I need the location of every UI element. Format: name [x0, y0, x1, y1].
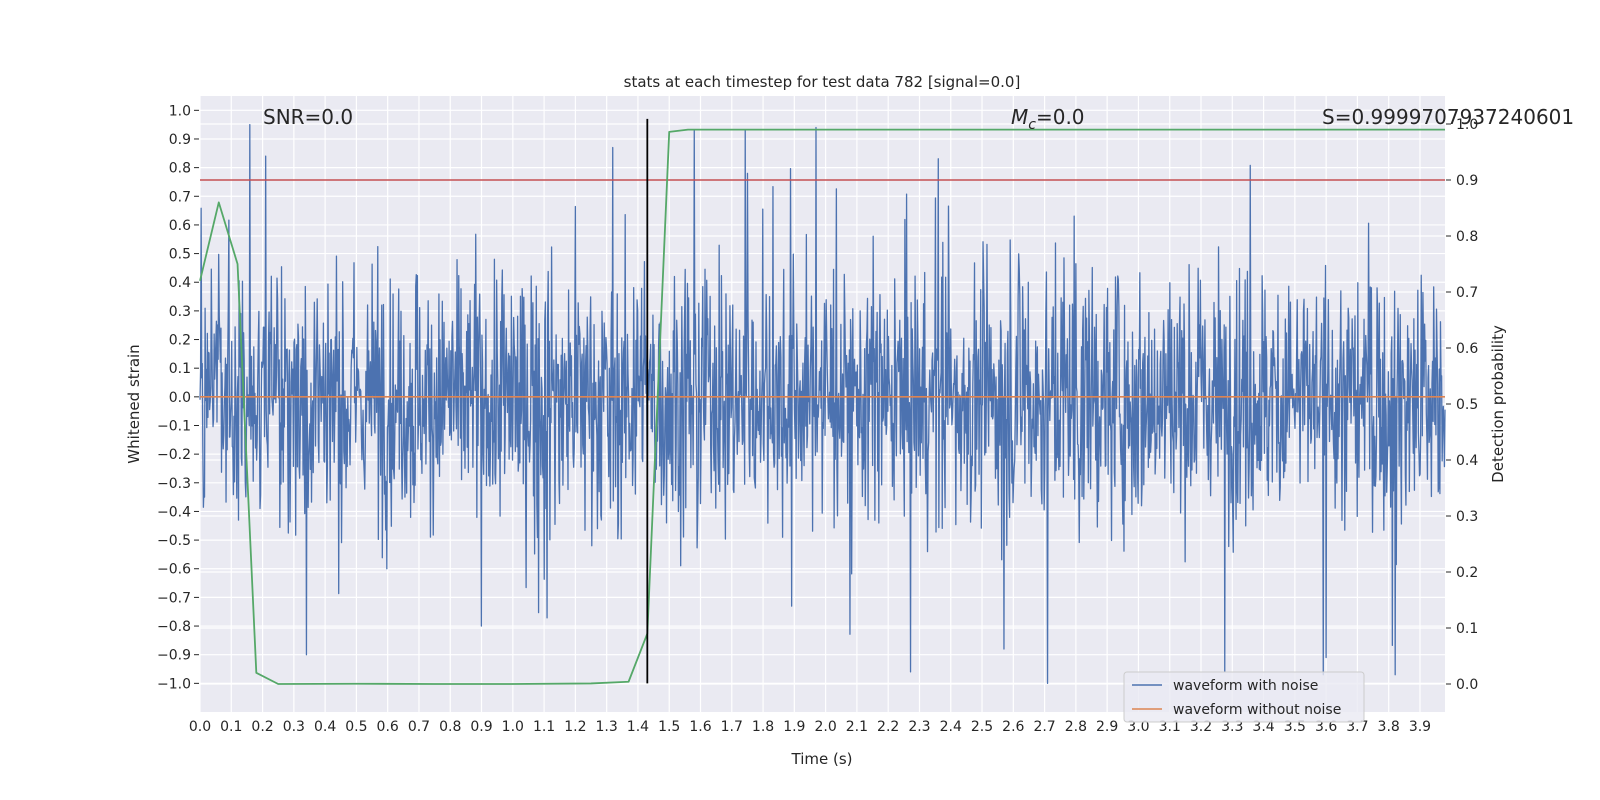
x-tick-label: 2.2 — [877, 719, 899, 735]
chirp-mass-subscript: c — [1028, 117, 1036, 133]
x-tick-labels: 0.0 0.1 0.2 0.3 0.4 0.5 0.6 0.7 0.8 0.9 1.0 1.1 1.2 1… — [189, 719, 1431, 735]
y-tick-label: −0.3 — [157, 476, 191, 492]
legend-entry-clean: waveform without noise — [1173, 702, 1341, 718]
y-tick-label: 0.2 — [169, 333, 191, 349]
series-detection-probability — [199, 128, 1445, 685]
y-tick-label: 1.0 — [169, 103, 191, 119]
y-tick-labels: 1.0 0.9 0.8 0.7 0.6 0.5 0.4 0.3 0.2 0.1 0.0 −0.1 −0.… — [157, 103, 199, 692]
chirp-mass-value: =0.0 — [1036, 105, 1085, 129]
x-tick-label: 2.1 — [846, 719, 868, 735]
y2-tick-label: 0.3 — [1456, 509, 1478, 525]
series-layer — [199, 118, 1446, 685]
x-tick-label: 3.7 — [1346, 719, 1368, 735]
x-tick-label: 0.9 — [470, 719, 492, 735]
x-tick-label: 2.5 — [971, 719, 993, 735]
x-tick-label: 3.4 — [1252, 719, 1274, 735]
y2-tick-labels: 1.0 0.9 0.8 0.7 0.6 0.5 0.4 0.3 0.2 0.1 0.0 — [1446, 117, 1478, 693]
y-tick-label: −0.6 — [157, 562, 191, 578]
legend-box — [1123, 671, 1365, 723]
x-axis-label: Time (s) — [791, 750, 853, 768]
x-tick-label: 3.2 — [1190, 719, 1212, 735]
x-tick-label: 3.1 — [1159, 719, 1181, 735]
y-tick-label: −0.4 — [157, 504, 191, 520]
y-tick-label: −1.0 — [157, 676, 191, 692]
y2-tick-label: 0.9 — [1456, 173, 1478, 189]
x-tick-label: 0.3 — [283, 719, 305, 735]
score-annotation: S=0.9999707937240601 — [1322, 105, 1574, 129]
y-tick-label: −0.5 — [157, 533, 191, 549]
x-tick-label: 1.0 — [502, 719, 524, 735]
y2-tick-label: 0.0 — [1456, 677, 1478, 693]
x-tick-label: 0.0 — [189, 719, 211, 735]
x-tick-label: 3.8 — [1378, 719, 1400, 735]
chart-title: stats at each timestep for test data 782… — [624, 73, 1021, 91]
x-tick-label: 2.3 — [908, 719, 930, 735]
x-tick-label: 1.3 — [596, 719, 618, 735]
chirp-mass-symbol: M — [1011, 105, 1028, 129]
y-tick-label: −0.1 — [157, 418, 191, 434]
y2-tick-label: 0.7 — [1456, 285, 1478, 301]
x-tick-label: 0.1 — [220, 719, 242, 735]
x-tick-label: 1.8 — [752, 719, 774, 735]
y-tick-label: 0.9 — [169, 132, 191, 148]
x-tick-label: 0.5 — [345, 719, 367, 735]
y-tick-label: −0.2 — [157, 447, 191, 463]
x-tick-label: 3.5 — [1284, 719, 1306, 735]
y-tick-label: 0.4 — [169, 275, 191, 291]
x-tick-label: 1.1 — [533, 719, 555, 735]
y2-tick-label: 0.5 — [1456, 397, 1478, 413]
y2-tick-label: 0.2 — [1456, 565, 1478, 581]
series-waveform-with-noise — [199, 124, 1446, 684]
y-tick-label: 0.8 — [169, 161, 191, 177]
y2-tick-label: 0.4 — [1456, 453, 1478, 469]
legend-entry-noise: waveform with noise — [1173, 678, 1318, 694]
x-tick-label: 1.7 — [721, 719, 743, 735]
x-tick-label: 1.6 — [689, 719, 711, 735]
x-tick-label: 3.6 — [1315, 719, 1337, 735]
y2-axis-label: Detection probability — [1489, 325, 1507, 483]
snr-annotation: SNR=0.0 — [263, 105, 353, 129]
y2-tick-label: 0.6 — [1456, 341, 1478, 357]
x-tick-label: 1.5 — [658, 719, 680, 735]
y-tick-label: −0.7 — [157, 590, 191, 606]
y2-tick-label: 0.1 — [1456, 621, 1478, 637]
y2-tick-label: 0.8 — [1456, 229, 1478, 245]
x-tick-label: 2.4 — [940, 719, 962, 735]
x-tick-label: 1.9 — [783, 719, 805, 735]
x-tick-label: 1.2 — [564, 719, 586, 735]
x-tick-label: 2.7 — [1033, 719, 1055, 735]
x-tick-label: 0.4 — [314, 719, 336, 735]
y-axis-label: Whitened strain — [125, 344, 143, 463]
y-tick-label: 0.3 — [169, 304, 191, 320]
y-tick-label: 0.5 — [169, 247, 191, 263]
x-tick-label: 2.8 — [1065, 719, 1087, 735]
x-tick-label: 3.9 — [1409, 719, 1431, 735]
chirp-mass-annotation: Mc=0.0 — [1011, 105, 1085, 133]
x-tick-label: 0.6 — [377, 719, 399, 735]
x-tick-label: 2.9 — [1096, 719, 1118, 735]
x-tick-label: 0.8 — [439, 719, 461, 735]
y-tick-label: 0.1 — [169, 361, 191, 377]
x-tick-label: 3.3 — [1221, 719, 1243, 735]
y-tick-label: −0.8 — [157, 619, 191, 635]
x-tick-label: 1.4 — [627, 719, 649, 735]
y-tick-label: 0.0 — [169, 390, 191, 406]
legend: waveform with noise waveform without noi… — [1123, 671, 1365, 723]
x-tick-label: 3.0 — [1127, 719, 1149, 735]
y-tick-label: −0.9 — [157, 648, 191, 664]
x-tick-label: 0.7 — [408, 719, 430, 735]
y2-tick-label: 1.0 — [1456, 117, 1478, 133]
y-tick-label: 0.6 — [169, 218, 191, 234]
x-tick-label: 0.2 — [251, 719, 273, 735]
x-tick-label: 2.0 — [814, 719, 836, 735]
x-tick-label: 2.6 — [1002, 719, 1024, 735]
y-tick-label: 0.7 — [169, 189, 191, 205]
